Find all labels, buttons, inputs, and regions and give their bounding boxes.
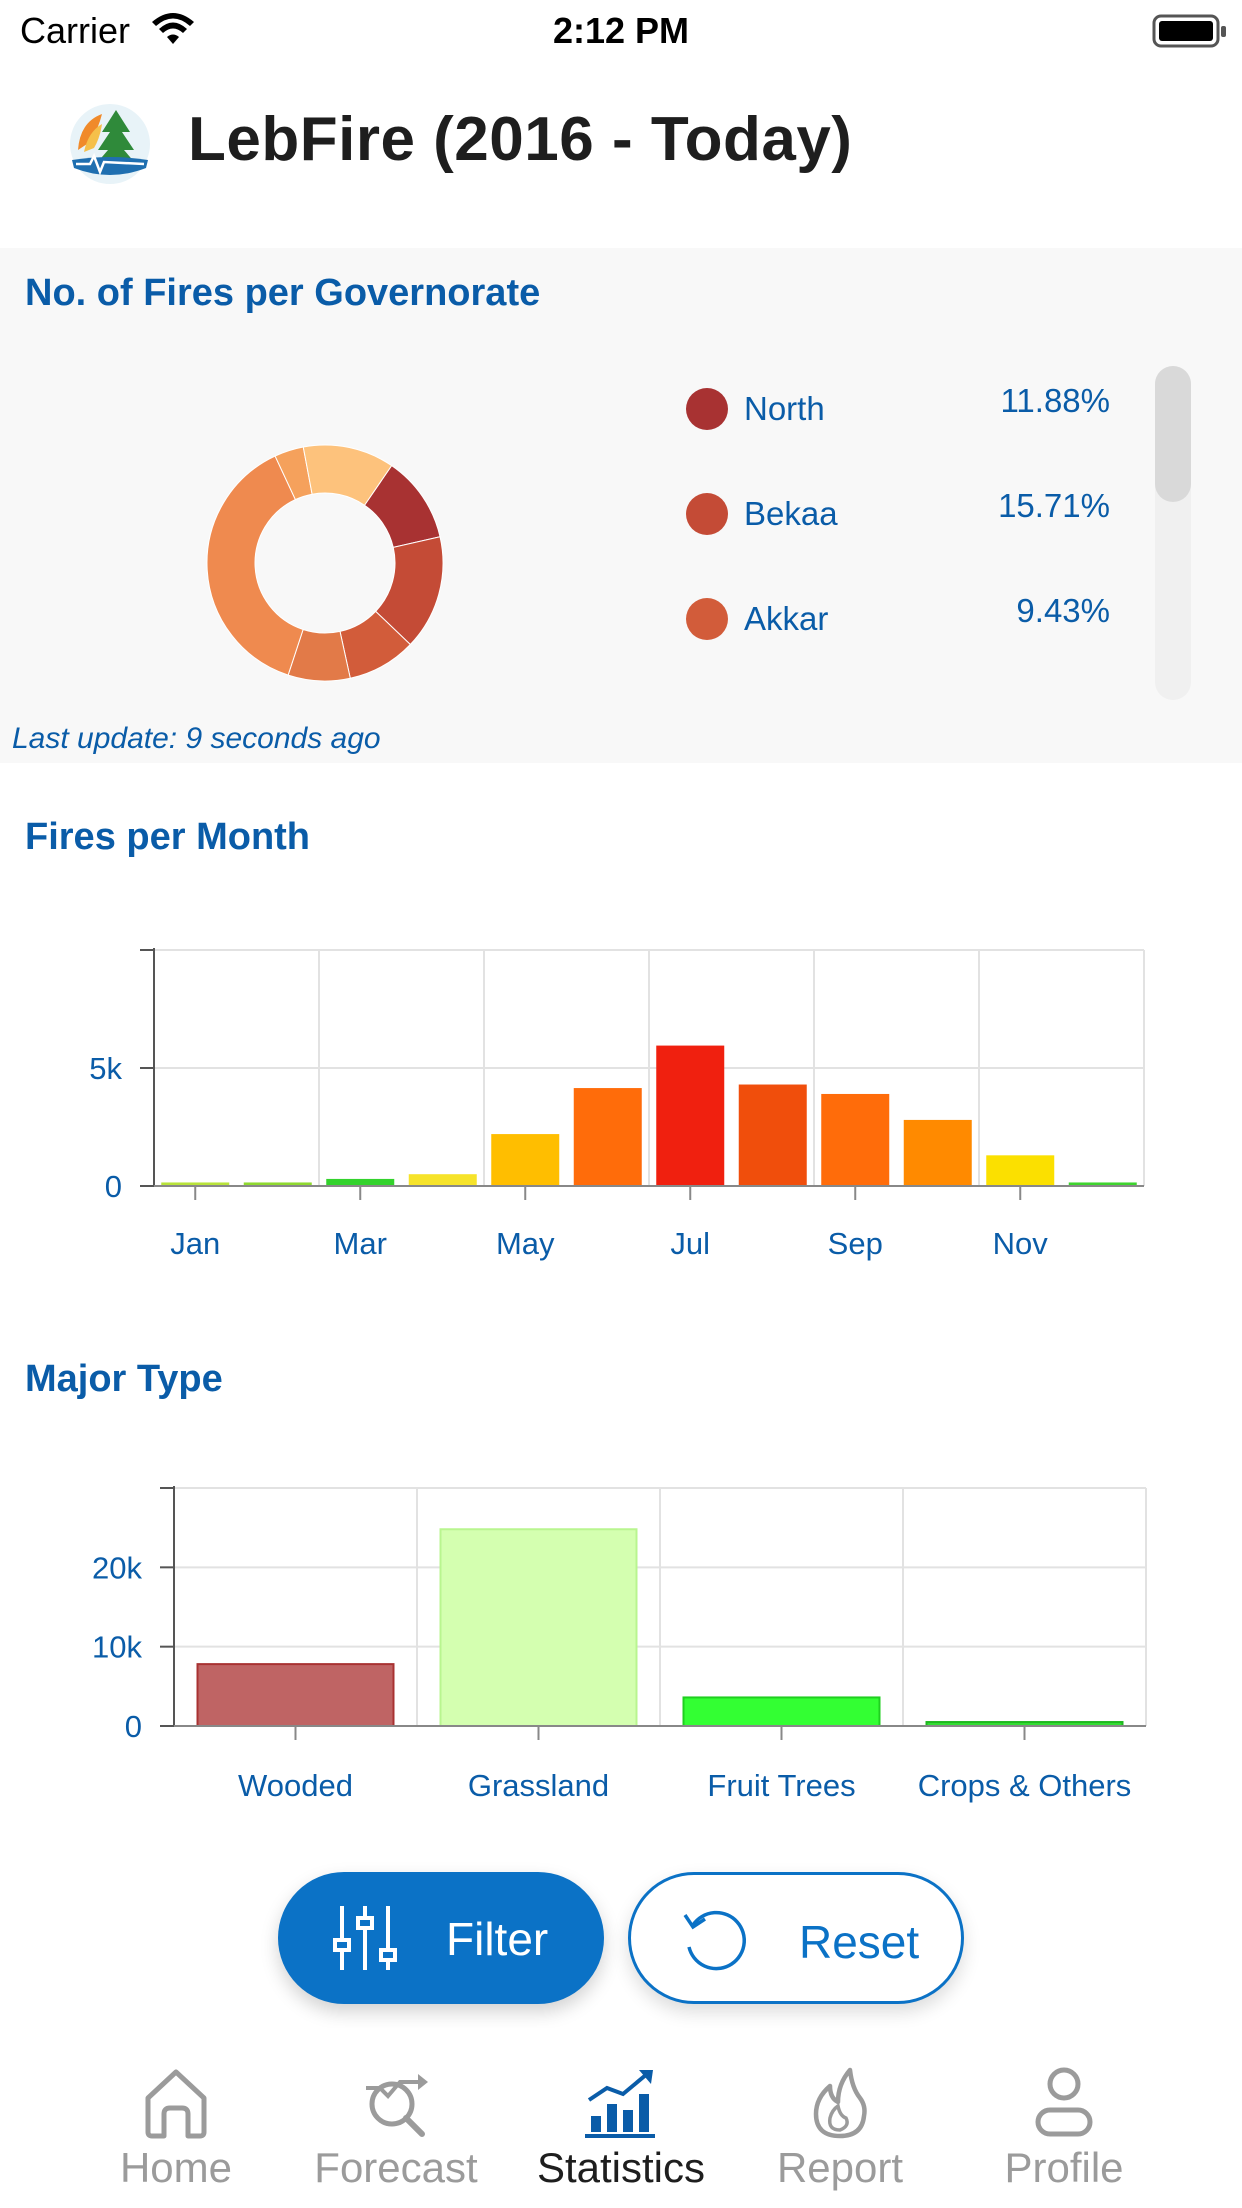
governorate-section-title: No. of Fires per Governorate xyxy=(25,272,541,314)
filter-button-label: Filter xyxy=(446,1913,549,1965)
x-tick-label: Nov xyxy=(993,1226,1049,1261)
major-type-chart: 0 10k 20k Wooded Grassland Fruit Trees Crops &… xyxy=(92,1486,1147,1803)
y-tick-label: 5k xyxy=(89,1051,122,1086)
tab-report[interactable]: Report xyxy=(716,2028,964,2208)
x-tick-label: Jan xyxy=(170,1226,220,1261)
x-tick-label: Sep xyxy=(828,1226,883,1261)
y-tick-label: 0 xyxy=(105,1169,122,1204)
tab-forecast-label: Forecast xyxy=(314,2144,478,2191)
legend-value: 11.88% xyxy=(1000,382,1110,419)
carrier-label: Carrier xyxy=(20,10,131,51)
x-tick-label: Fruit Trees xyxy=(707,1768,855,1803)
bar-nov xyxy=(986,1155,1055,1186)
bar-wooded xyxy=(196,1663,395,1727)
bar-jun xyxy=(573,1088,642,1186)
tab-profile[interactable]: Profile xyxy=(940,2028,1188,2208)
legend-item-north[interactable]: North 11.88% xyxy=(680,378,1140,438)
type-section-title: Major Type xyxy=(25,1358,223,1400)
x-tick-label: Jul xyxy=(670,1226,710,1261)
profile-icon xyxy=(1024,2064,1104,2145)
x-tick-label: Grassland xyxy=(468,1768,609,1803)
bar-jul xyxy=(656,1045,725,1186)
legend-name: Bekaa xyxy=(744,495,838,532)
reset-icon xyxy=(679,1905,751,1982)
tab-profile-label: Profile xyxy=(1004,2144,1124,2191)
flame-icon xyxy=(800,2064,880,2145)
donut-slice xyxy=(206,455,304,676)
tab-statistics[interactable]: Statistics xyxy=(497,2028,745,2208)
sliders-icon xyxy=(330,1902,400,1979)
home-icon xyxy=(136,2064,216,2145)
donut-slice xyxy=(302,444,393,506)
bar-apr xyxy=(408,1174,477,1186)
page-title: LebFire (2016 - Today) xyxy=(188,105,853,174)
x-tick-label: Mar xyxy=(334,1226,387,1261)
tab-home-label: Home xyxy=(119,2144,233,2191)
legend-name: North xyxy=(744,390,825,427)
bar-feb xyxy=(243,1182,312,1186)
legend-name: Akkar xyxy=(744,600,829,637)
governorate-card: No. of Fires per Governorate North 11.88… xyxy=(0,248,1242,763)
lebfire-logo xyxy=(68,102,152,191)
bar-grassland xyxy=(439,1528,638,1728)
bar-sep xyxy=(821,1093,890,1186)
x-tick-label: May xyxy=(496,1226,555,1261)
fires-per-month-chart: 0 5k Jan Mar May Jul Sep Nov xyxy=(89,948,1145,1261)
legend-item-akkar[interactable]: Akkar 9.43% xyxy=(680,588,1140,648)
y-tick-label: 20k xyxy=(92,1550,142,1585)
legend-dot-akkar xyxy=(686,598,728,640)
bar-oct xyxy=(903,1119,972,1186)
bar-aug xyxy=(738,1084,807,1186)
tab-home[interactable]: Home xyxy=(52,2028,300,2208)
y-tick-label: 0 xyxy=(125,1709,142,1744)
forecast-icon xyxy=(356,2064,436,2145)
legend-item-bekaa[interactable]: Bekaa 15.71% xyxy=(680,483,1140,543)
x-tick-label: Crops & Others xyxy=(918,1768,1132,1803)
app-header: LebFire (2016 - Today) xyxy=(0,62,1242,248)
last-update-text: Last update: 9 seconds ago xyxy=(12,722,381,755)
legend-scrollbar[interactable] xyxy=(1155,366,1191,700)
bar-dec xyxy=(1068,1182,1137,1186)
legend-dot-bekaa xyxy=(686,493,728,535)
statistics-icon xyxy=(581,2064,661,2145)
governorate-donut-chart xyxy=(206,444,444,682)
tab-statistics-label: Statistics xyxy=(536,2144,706,2191)
monthly-section-title: Fires per Month xyxy=(25,816,311,858)
bar-mar xyxy=(326,1178,395,1186)
legend-value: 9.43% xyxy=(1016,592,1110,629)
filter-button[interactable]: Filter xyxy=(278,1872,604,2004)
wifi-icon xyxy=(150,12,196,51)
battery-icon xyxy=(1152,14,1228,55)
x-tick-label: Wooded xyxy=(238,1768,353,1803)
status-bar: Carrier 2:12 PM xyxy=(0,0,1242,62)
legend-dot-north xyxy=(686,388,728,430)
bar-fruit-trees xyxy=(682,1696,881,1728)
status-time: 2:12 PM xyxy=(552,10,690,51)
tab-forecast[interactable]: Forecast xyxy=(272,2028,520,2208)
legend-value: 15.71% xyxy=(998,487,1110,524)
reset-button-label: Reset xyxy=(799,1916,920,1968)
bar-may xyxy=(491,1134,560,1186)
reset-button[interactable]: Reset xyxy=(628,1872,964,2004)
tab-bar: Home Forecast Statistics xyxy=(0,2028,1242,2208)
legend-scrollbar-thumb[interactable] xyxy=(1155,366,1191,502)
bar-jan xyxy=(161,1182,230,1186)
y-tick-label: 10k xyxy=(92,1630,142,1665)
tab-report-label: Report xyxy=(776,2144,904,2191)
